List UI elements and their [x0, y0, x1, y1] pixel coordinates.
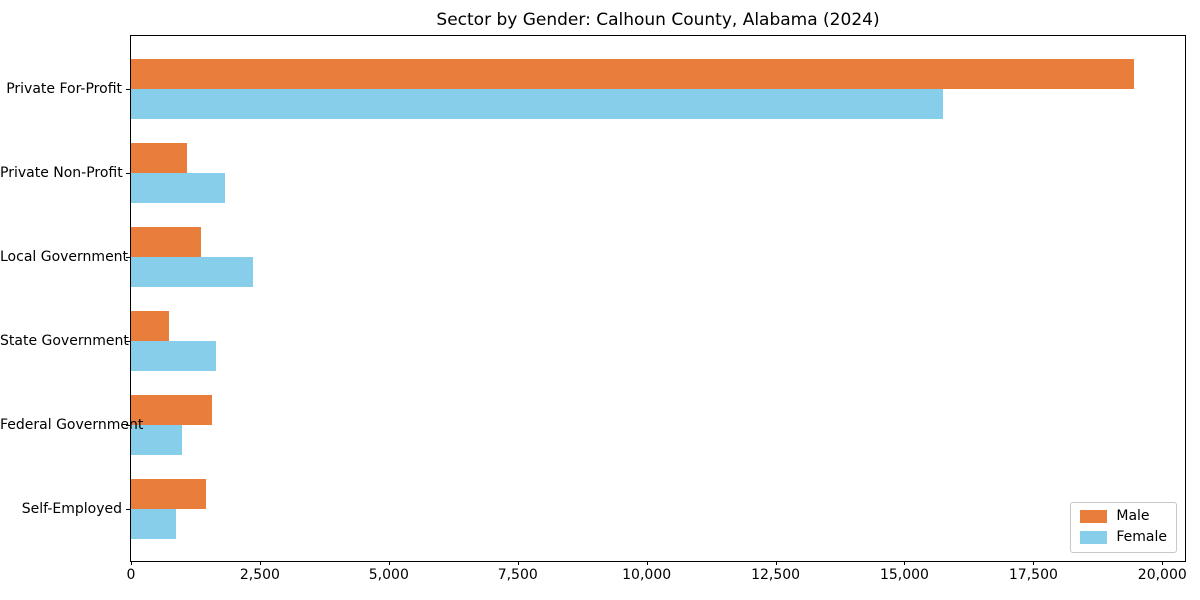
- legend-label: Male: [1116, 508, 1150, 524]
- x-tick-label: 7,500: [497, 567, 538, 583]
- x-tick-label: 2,500: [239, 567, 280, 583]
- x-tick-label: 5,000: [368, 567, 409, 583]
- bar-female-1: [131, 172, 225, 203]
- y-tick-label: Private For-Profit: [6, 80, 122, 97]
- x-tick-label: 0: [126, 567, 136, 583]
- chart-title: Sector by Gender: Calhoun County, Alabam…: [436, 10, 880, 30]
- legend: Male Female: [1070, 502, 1177, 553]
- y-tick-label: State Government: [0, 332, 129, 349]
- bar-male-1: [131, 142, 188, 173]
- bar-female-2: [131, 256, 253, 287]
- plot-area: Male Female: [130, 35, 1186, 562]
- legend-swatch-female: [1080, 531, 1108, 544]
- bar-male-4: [131, 394, 213, 425]
- y-tick-mark: [126, 256, 130, 258]
- y-tick-label: Federal Government: [0, 416, 144, 433]
- y-tick-mark: [126, 88, 130, 90]
- x-tick-mark: [388, 561, 390, 565]
- bar-female-4: [131, 424, 182, 455]
- y-tick-mark: [126, 424, 130, 426]
- y-tick-mark: [126, 340, 130, 342]
- bar-female-5: [131, 509, 176, 539]
- y-tick-label: Self-Employed: [21, 501, 122, 517]
- x-tick-label: 20,000: [1137, 567, 1187, 583]
- x-tick-mark: [904, 561, 906, 565]
- x-tick-mark: [517, 561, 519, 565]
- y-tick-label: Private Non-Profit: [0, 164, 123, 181]
- bar-female-0: [131, 88, 943, 119]
- bar-male-3: [131, 310, 169, 341]
- x-tick-label: 12,500: [751, 567, 801, 583]
- legend-swatch-male: [1080, 510, 1108, 523]
- x-tick-mark: [646, 561, 648, 565]
- y-tick-mark: [126, 509, 130, 510]
- bar-female-3: [131, 340, 217, 371]
- y-tick-mark: [126, 172, 130, 174]
- x-tick-mark: [259, 561, 261, 565]
- legend-entry-male: Male: [1080, 508, 1167, 525]
- bar-male-5: [131, 479, 206, 509]
- bar-male-2: [131, 226, 202, 257]
- x-tick-label: 15,000: [879, 567, 929, 583]
- y-tick-label: Local Government: [0, 248, 129, 265]
- x-tick-label: 17,500: [1008, 567, 1058, 583]
- x-tick-mark: [131, 561, 132, 565]
- x-tick-mark: [775, 561, 777, 565]
- legend-label: Female: [1116, 529, 1167, 545]
- x-tick-mark: [1033, 561, 1035, 565]
- x-tick-mark: [1162, 561, 1164, 565]
- bar-male-0: [131, 58, 1134, 89]
- legend-entry-female: Female: [1080, 529, 1167, 546]
- x-tick-label: 10,000: [622, 567, 672, 583]
